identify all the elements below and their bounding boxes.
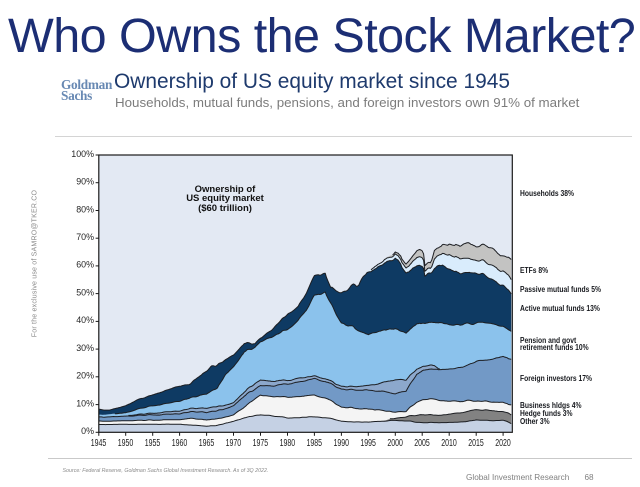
svg-text:100%: 100%: [71, 149, 94, 159]
svg-text:1950: 1950: [118, 437, 134, 448]
svg-text:80%: 80%: [76, 204, 94, 214]
svg-text:60%: 60%: [76, 260, 94, 270]
svg-text:20%: 20%: [76, 371, 94, 381]
svg-text:1965: 1965: [199, 437, 215, 448]
svg-text:70%: 70%: [76, 232, 94, 242]
svg-text:50%: 50%: [76, 287, 94, 297]
svg-text:1985: 1985: [307, 437, 323, 448]
svg-text:2010: 2010: [441, 437, 457, 448]
svg-text:10%: 10%: [76, 398, 94, 408]
svg-text:1980: 1980: [280, 437, 296, 448]
svg-text:0%: 0%: [81, 426, 94, 436]
svg-text:40%: 40%: [76, 315, 94, 325]
svg-text:1975: 1975: [253, 437, 269, 448]
svg-text:1955: 1955: [145, 437, 161, 448]
svg-text:1945: 1945: [91, 437, 107, 448]
svg-text:1995: 1995: [360, 437, 376, 448]
svg-text:90%: 90%: [76, 177, 94, 187]
svg-text:2015: 2015: [468, 437, 484, 448]
svg-text:1970: 1970: [226, 437, 242, 448]
svg-text:2005: 2005: [414, 437, 430, 448]
svg-text:2020: 2020: [495, 437, 511, 448]
svg-text:1960: 1960: [172, 437, 188, 448]
svg-text:1990: 1990: [334, 437, 350, 448]
svg-text:2000: 2000: [387, 437, 403, 448]
svg-text:30%: 30%: [76, 343, 94, 353]
